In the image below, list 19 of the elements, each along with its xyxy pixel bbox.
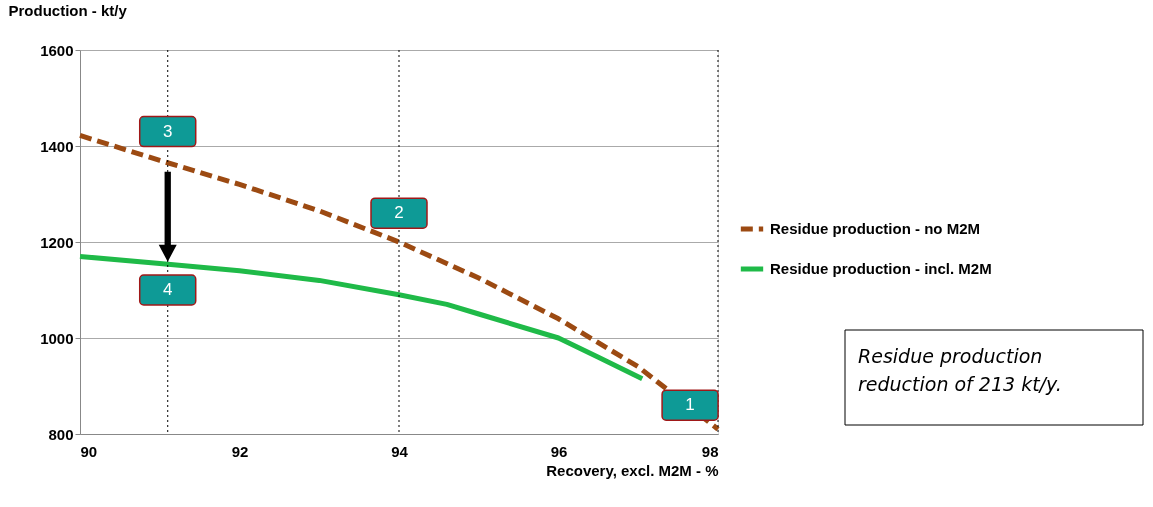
y-tick-label: 1400 bbox=[40, 137, 74, 155]
x-tick-label: 94 bbox=[391, 442, 409, 460]
annotation: 4 bbox=[162, 280, 173, 299]
y-tick-label: 1600 bbox=[40, 41, 74, 59]
x-axis-title: Recovery, excl. M2M - % bbox=[546, 461, 719, 479]
legend-label: Residue production - incl. M2M bbox=[770, 260, 992, 277]
x-tick-label: 98 bbox=[701, 442, 719, 460]
annotation: 3 bbox=[162, 121, 173, 141]
x-tick-label: 96 bbox=[550, 442, 568, 460]
x-tick-label: 92 bbox=[231, 442, 249, 460]
y-axis-title: Production - kt/y bbox=[8, 1, 128, 19]
x-tick-label: 90 bbox=[80, 442, 98, 460]
y-tick-label: 800 bbox=[48, 425, 74, 443]
annotation: 1 bbox=[685, 395, 695, 415]
legend-label: Residue production - no M2M bbox=[770, 220, 980, 237]
y-tick-label: 1000 bbox=[40, 329, 74, 347]
text: Residue production reduction of 213 kt/y. bbox=[858, 345, 1062, 395]
annotation: 2 bbox=[394, 203, 404, 223]
y-tick-label: 1200 bbox=[40, 233, 74, 251]
